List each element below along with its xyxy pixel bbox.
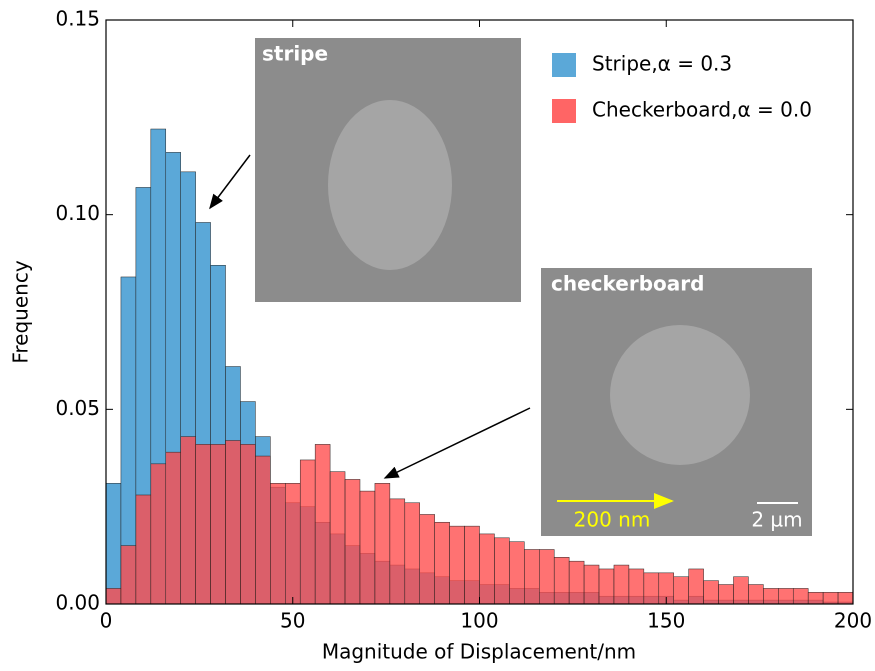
legend-swatch xyxy=(552,53,576,77)
arrow xyxy=(210,155,250,208)
scale-bar-label: 2 µm xyxy=(751,508,802,532)
y-tick-label: 0.10 xyxy=(55,201,100,225)
bar xyxy=(121,546,136,604)
legend-swatch xyxy=(552,99,576,123)
bar xyxy=(181,437,196,604)
bar xyxy=(509,542,524,604)
bar xyxy=(823,592,838,604)
bar xyxy=(450,526,465,604)
x-tick-label: 0 xyxy=(100,609,113,633)
inset-label: checkerboard xyxy=(551,272,704,296)
bar xyxy=(524,549,539,604)
cluster xyxy=(328,100,452,270)
bar xyxy=(240,444,255,604)
inset-label: stripe xyxy=(262,42,328,66)
bar xyxy=(704,581,719,604)
bar xyxy=(808,592,823,604)
bar xyxy=(300,460,315,604)
bar xyxy=(778,588,793,604)
bar xyxy=(763,588,778,604)
inset-stripe: stripe xyxy=(255,38,521,302)
bar xyxy=(539,549,554,604)
bar xyxy=(838,592,853,604)
bar xyxy=(614,565,629,604)
bar xyxy=(674,577,689,604)
bar xyxy=(211,444,226,604)
bar xyxy=(315,444,330,604)
bar xyxy=(196,444,211,604)
bar xyxy=(689,569,704,604)
bar xyxy=(136,495,151,604)
bar xyxy=(226,440,241,604)
bar xyxy=(106,483,121,604)
bar xyxy=(793,588,808,604)
bar xyxy=(480,534,495,604)
x-axis-label: Magnitude of Displacement/nm xyxy=(322,640,636,664)
x-tick-label: 200 xyxy=(834,609,872,633)
bar xyxy=(255,456,270,604)
bar xyxy=(629,569,644,604)
bar xyxy=(166,452,181,604)
bar xyxy=(494,538,509,604)
bar xyxy=(599,569,614,604)
y-tick-label: 0.00 xyxy=(55,591,100,615)
bar xyxy=(390,499,405,604)
bar xyxy=(360,491,375,604)
bar xyxy=(270,483,285,604)
bar xyxy=(733,577,748,604)
y-tick-label: 0.15 xyxy=(55,7,100,31)
bar xyxy=(345,479,360,604)
bar xyxy=(644,573,659,604)
bar xyxy=(420,514,435,604)
chart: Magnitude of Displacement/nm Frequency s… xyxy=(0,0,875,667)
bar xyxy=(106,588,121,604)
bar xyxy=(330,472,345,604)
scale-arrow-label: 200 nm xyxy=(574,508,651,532)
bar xyxy=(719,585,734,604)
x-tick-label: 100 xyxy=(460,609,498,633)
y-axis-label: Frequency xyxy=(9,260,33,363)
bar xyxy=(554,557,569,604)
bar xyxy=(748,585,763,604)
bar xyxy=(465,526,480,604)
bar xyxy=(285,483,300,604)
bar xyxy=(405,503,420,604)
x-tick-label: 50 xyxy=(280,609,305,633)
bar xyxy=(569,561,584,604)
bar xyxy=(584,565,599,604)
x-tick-label: 150 xyxy=(647,609,685,633)
arrow xyxy=(385,408,530,478)
legend-label: Checkerboard,α = 0.0 xyxy=(592,98,812,122)
bar xyxy=(375,483,390,604)
inset-checkerboard: checkerboard 200 nm 2 µm xyxy=(541,268,812,536)
y-tick-label: 0.05 xyxy=(55,396,100,420)
cluster xyxy=(610,325,750,465)
bar xyxy=(435,522,450,604)
legend-label: Stripe,α = 0.3 xyxy=(592,52,732,76)
bar xyxy=(151,464,166,604)
